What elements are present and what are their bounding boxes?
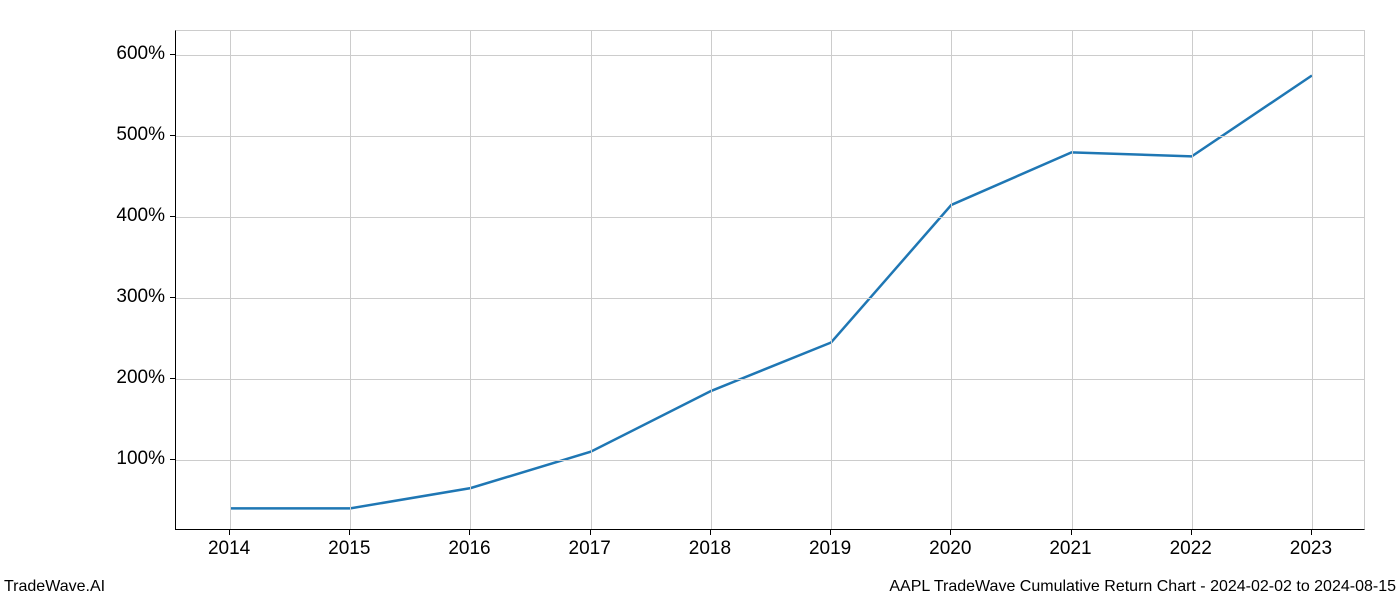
gridline-horizontal [176,460,1364,461]
y-tick [170,378,175,379]
gridline-vertical [831,31,832,529]
x-tick-label: 2015 [328,538,370,560]
x-tick [950,530,951,535]
return-line-svg [176,31,1366,531]
plot-area [175,30,1365,530]
x-tick-label: 2020 [929,538,971,560]
y-tick-label: 300% [116,286,165,308]
x-tick-label: 2023 [1290,538,1332,560]
gridline-vertical [591,31,592,529]
y-tick [170,297,175,298]
x-tick-label: 2017 [569,538,611,560]
x-tick [710,530,711,535]
watermark-left: TradeWave.AI [4,578,105,596]
chart-container: TradeWave.AI AAPL TradeWave Cumulative R… [0,0,1400,600]
x-tick [469,530,470,535]
x-tick-label: 2018 [689,538,731,560]
x-tick [349,530,350,535]
x-tick-label: 2019 [809,538,851,560]
gridline-horizontal [176,55,1364,56]
y-tick-label: 200% [116,367,165,389]
gridline-vertical [470,31,471,529]
gridline-horizontal [176,298,1364,299]
gridline-horizontal [176,379,1364,380]
return-series-line [230,76,1312,509]
x-tick-label: 2022 [1170,538,1212,560]
gridline-vertical [711,31,712,529]
gridline-vertical [1312,31,1313,529]
x-tick-label: 2021 [1049,538,1091,560]
x-tick [1191,530,1192,535]
y-tick-label: 100% [116,448,165,470]
gridline-vertical [350,31,351,529]
gridline-vertical [1072,31,1073,529]
y-tick [170,459,175,460]
x-tick-label: 2014 [208,538,250,560]
x-tick [830,530,831,535]
x-tick-label: 2016 [448,538,490,560]
x-tick [590,530,591,535]
x-tick [1071,530,1072,535]
x-tick [1311,530,1312,535]
watermark-right: AAPL TradeWave Cumulative Return Chart -… [889,578,1396,596]
x-tick [229,530,230,535]
y-tick-label: 600% [116,43,165,65]
gridline-vertical [1192,31,1193,529]
gridline-vertical [230,31,231,529]
y-tick [170,135,175,136]
y-tick [170,54,175,55]
gridline-vertical [951,31,952,529]
gridline-horizontal [176,217,1364,218]
y-tick-label: 500% [116,124,165,146]
y-tick [170,216,175,217]
y-tick-label: 400% [116,205,165,227]
gridline-horizontal [176,136,1364,137]
